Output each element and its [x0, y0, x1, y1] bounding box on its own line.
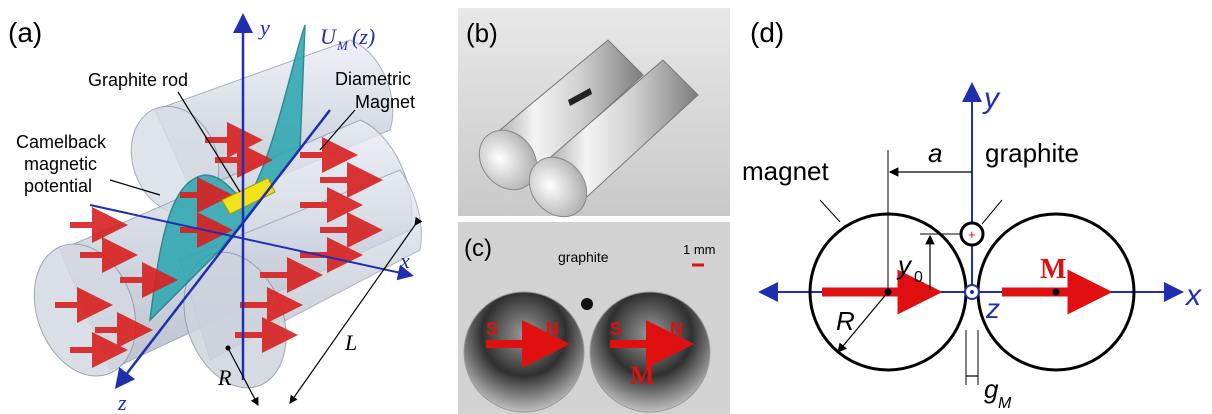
gap-label: g M [984, 374, 1012, 412]
y0-subscript: 0 [914, 269, 923, 286]
d-radius-label: R [836, 306, 855, 336]
graphite-rod-label: Graphite rod [88, 70, 188, 90]
diametric-label-1: Diametric [335, 69, 411, 89]
camelback-label-1: Camelback [16, 132, 107, 152]
gap-subscript: M [998, 395, 1012, 412]
y0-label: y 0 [896, 250, 923, 286]
diametric-label-2: Magnet [355, 92, 415, 112]
d-radius-line [837, 291, 889, 353]
axis-x-label: x [399, 248, 410, 273]
panel-d-label: (d) [750, 17, 784, 48]
axis-y-label: y [258, 15, 270, 40]
camelback-leader [109, 179, 161, 196]
panel-a: (a) y x z U M (z) Graphite rod Diametric… [8, 13, 423, 414]
left-s-pole: S [486, 319, 498, 339]
d-axis-y-label: y [982, 82, 1001, 115]
left-magnet-end [463, 291, 585, 413]
panel-c: (c) graphite 1 mm S N S N M [458, 222, 730, 414]
panel-b: (b) [458, 8, 730, 218]
radius-line [227, 347, 259, 407]
camelback-label-3: potential [24, 176, 92, 196]
a-label: a [928, 138, 942, 168]
graphite-rod-leader [177, 91, 241, 193]
potential-symbol: U [320, 24, 338, 49]
d-magnetization-label: M [1040, 254, 1066, 285]
d-axis-x-label: x [1184, 279, 1202, 312]
potential-argument: (z) [352, 24, 375, 49]
length-label: L [344, 330, 357, 355]
potential-label: U M (z) [320, 24, 375, 53]
graphite-label-leader [981, 199, 1003, 225]
left-n-pole: N [546, 319, 559, 339]
panel-a-label: (a) [8, 17, 42, 48]
panel-d: + (d) y x z magnet graphite a y 0 R M g … [742, 17, 1202, 412]
right-magnet-end [589, 291, 711, 413]
gap-symbol: g [984, 374, 999, 404]
panel-b-label: (b) [466, 18, 498, 48]
graphite-label-d: graphite [985, 138, 1079, 168]
potential-subscript: M [336, 38, 349, 53]
z-axis [114, 109, 331, 389]
right-n-pole: N [670, 319, 683, 339]
axis-z-label: z [117, 390, 127, 414]
y0-symbol: y [896, 250, 913, 280]
d-axis-z-label: z [985, 293, 1000, 324]
radius-label: R [217, 365, 232, 390]
magnetization-label-c: M [630, 361, 655, 390]
scale-label: 1 mm [683, 242, 716, 257]
magnet-label: magnet [742, 156, 829, 186]
panel-c-label: (c) [464, 235, 492, 262]
svg-text:+: + [968, 227, 976, 242]
length-dimension [289, 216, 423, 404]
graphite-dot [581, 298, 593, 310]
magnet-leader [319, 109, 356, 151]
magnet-label-leader [819, 199, 841, 223]
graphite-label-c: graphite [558, 249, 609, 265]
magnet-pair-photo [478, 39, 699, 218]
right-s-pole: S [610, 319, 622, 339]
graphite-rod [221, 177, 276, 215]
camelback-label-2: magnetic [24, 154, 97, 174]
